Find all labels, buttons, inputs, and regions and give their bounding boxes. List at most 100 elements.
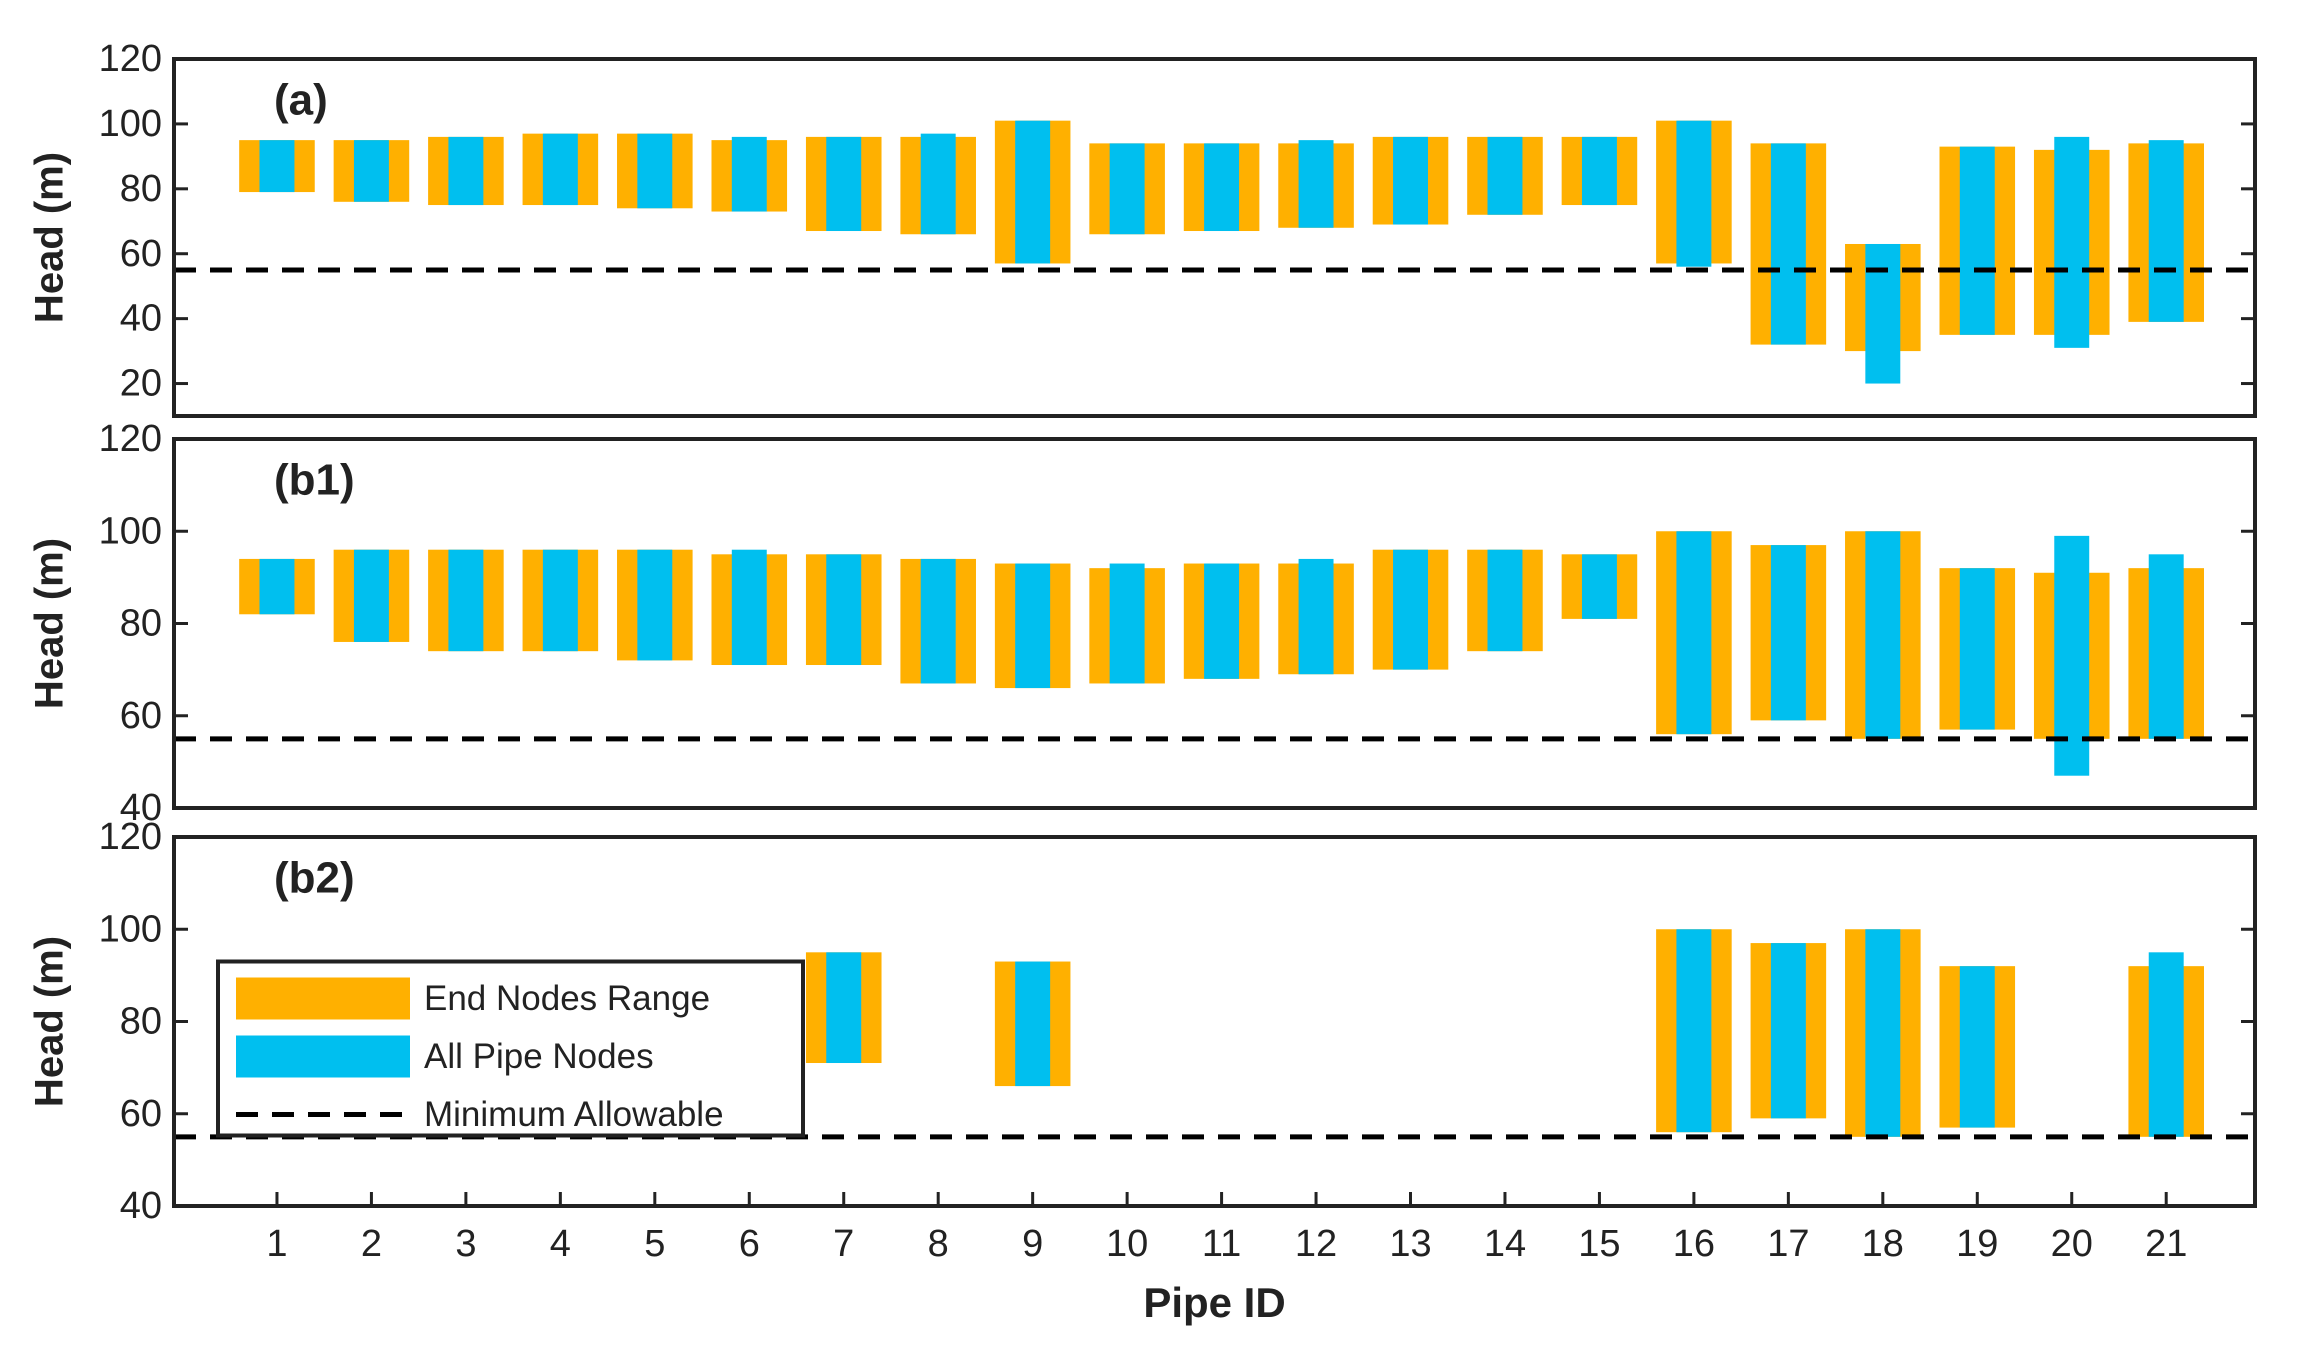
y-tick-label: 40 xyxy=(120,1185,162,1227)
x-tick-label: 8 xyxy=(928,1223,949,1265)
x-tick-label: 5 xyxy=(644,1223,665,1265)
y-tick-label: 60 xyxy=(120,695,162,737)
legend-label: End Nodes Range xyxy=(424,979,710,1018)
panel-label: (a) xyxy=(274,76,328,125)
legend-swatch xyxy=(236,1035,410,1078)
x-tick-label: 3 xyxy=(455,1223,476,1265)
range-bar xyxy=(1676,531,1712,735)
x-tick-label: 9 xyxy=(1022,1223,1043,1265)
range-bar xyxy=(1959,966,1995,1128)
range-bar xyxy=(1959,146,1995,335)
range-bar xyxy=(1393,549,1428,670)
range-bar xyxy=(1865,243,1901,384)
y-tick-label: 40 xyxy=(120,298,162,340)
axes-frame xyxy=(172,437,2257,810)
range-bar xyxy=(448,136,484,206)
x-tick-label: 16 xyxy=(1673,1223,1715,1265)
range-bar xyxy=(259,558,295,615)
range-bar xyxy=(826,952,862,1064)
panel-label: (b2) xyxy=(274,854,355,903)
range-bar xyxy=(259,140,295,193)
x-tick-label: 17 xyxy=(1767,1223,1809,1265)
range-bar xyxy=(1770,545,1806,721)
y-tick-label: 100 xyxy=(99,510,162,552)
range-bar xyxy=(1581,554,1617,619)
x-tick-label: 6 xyxy=(739,1223,760,1265)
y-tick-label: 80 xyxy=(120,603,162,645)
legend-label: All Pipe Nodes xyxy=(424,1037,654,1076)
range-bar xyxy=(1298,140,1334,228)
x-tick-label: 1 xyxy=(266,1223,287,1265)
range-bar xyxy=(1676,929,1712,1133)
range-bar xyxy=(1676,120,1712,267)
range-bar xyxy=(2054,535,2090,776)
y-axis-label: Head (m) xyxy=(28,538,72,709)
y-tick-label: 20 xyxy=(120,363,162,405)
range-bar xyxy=(1865,929,1901,1137)
x-tick-label: 18 xyxy=(1862,1223,1904,1265)
y-tick-label: 120 xyxy=(99,38,162,80)
range-bar xyxy=(731,136,767,212)
axes-frame xyxy=(172,57,2257,418)
range-bar xyxy=(1770,143,1806,345)
range-bar xyxy=(1487,549,1523,652)
plot-area xyxy=(174,59,2255,416)
range-bar xyxy=(448,549,484,652)
range-bar xyxy=(1015,563,1051,689)
range-bar xyxy=(1015,120,1051,264)
range-bar xyxy=(1581,136,1617,206)
range-bar xyxy=(731,549,767,666)
range-bar xyxy=(1204,143,1240,232)
x-tick-label: 20 xyxy=(2051,1223,2093,1265)
range-bar xyxy=(2148,140,2184,322)
y-tick-label: 100 xyxy=(99,908,162,950)
x-tick-label: 7 xyxy=(833,1223,854,1265)
y-tick-label: 40 xyxy=(120,787,162,829)
panel-label: (b1) xyxy=(274,456,355,505)
range-bar xyxy=(1865,531,1901,739)
range-bar xyxy=(542,133,578,206)
y-tick-label: 120 xyxy=(99,418,162,460)
y-axis-label: Head (m) xyxy=(28,936,72,1107)
range-bar xyxy=(2148,952,2184,1137)
range-bar xyxy=(353,549,389,642)
range-bar xyxy=(1959,568,1995,730)
y-axis-label: Head (m) xyxy=(28,152,72,323)
range-bar xyxy=(637,133,673,209)
x-tick-label: 10 xyxy=(1106,1223,1148,1265)
range-bar xyxy=(1204,563,1240,679)
x-tick-label: 14 xyxy=(1484,1223,1526,1265)
range-bar xyxy=(920,558,956,684)
range-bar xyxy=(1109,563,1145,684)
y-tick-label: 100 xyxy=(99,103,162,145)
legend-swatch xyxy=(236,977,410,1020)
range-bar xyxy=(637,549,673,661)
x-tick-label: 11 xyxy=(1202,1223,1241,1265)
range-bar xyxy=(2054,136,2090,348)
range-bar xyxy=(1770,943,1806,1119)
range-bar xyxy=(1109,143,1145,235)
x-tick-label: 19 xyxy=(1956,1223,1998,1265)
range-bar xyxy=(920,133,956,235)
x-tick-label: 21 xyxy=(2145,1223,2187,1265)
x-tick-label: 4 xyxy=(550,1223,571,1265)
y-tick-label: 120 xyxy=(99,816,162,858)
range-bar xyxy=(1298,558,1334,675)
x-tick-label: 12 xyxy=(1295,1223,1337,1265)
range-bar xyxy=(826,136,862,232)
x-tick-label: 15 xyxy=(1578,1223,1620,1265)
range-bar xyxy=(1487,136,1523,215)
range-bar xyxy=(1393,136,1428,225)
range-bar xyxy=(826,554,862,666)
range-bar xyxy=(2148,554,2184,739)
range-bar xyxy=(542,549,578,652)
y-tick-label: 80 xyxy=(120,1001,162,1043)
legend-label: Minimum Allowable xyxy=(424,1095,724,1134)
range-bar xyxy=(1015,961,1051,1087)
x-axis-label: Pipe ID xyxy=(1143,1279,1285,1326)
y-tick-label: 80 xyxy=(120,168,162,210)
x-tick-label: 13 xyxy=(1389,1223,1431,1265)
range-bar xyxy=(353,140,389,202)
